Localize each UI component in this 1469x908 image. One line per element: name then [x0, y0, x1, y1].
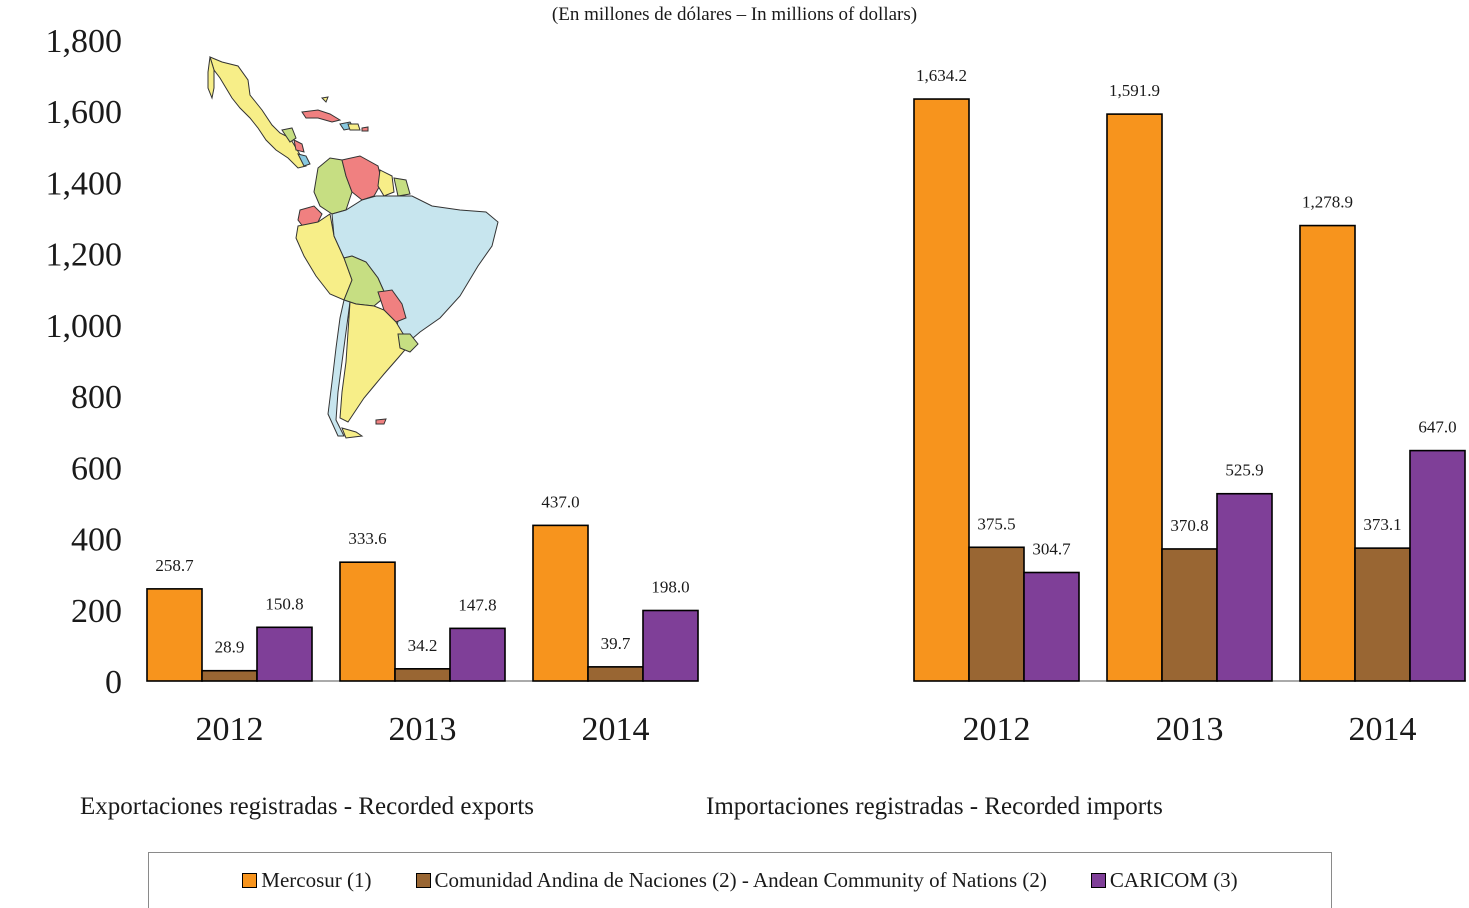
legend-label-caricom: CARICOM (3)	[1109, 868, 1238, 892]
imports-bar-caricom-2013	[1216, 492, 1273, 682]
imports-data-label-andean-2013: 370.8	[1170, 516, 1208, 535]
imports-data-label-caricom-2014: 647.0	[1418, 418, 1456, 437]
y-tick-label: 1,000	[46, 308, 123, 345]
exports-data-label-caricom-2013: 147.8	[458, 595, 496, 614]
imports-data-label-andean-2012: 375.5	[977, 514, 1015, 533]
imports-data-label-mercosur-2014: 1,278.9	[1302, 193, 1353, 212]
exports-data-label-andean-2012: 28.9	[215, 638, 245, 657]
imports-panel-label: Importaciones registradas - Recorded imp…	[706, 793, 1163, 820]
exports-bar-mercosur-2012	[146, 588, 203, 682]
imports-bar-mercosur-2012	[913, 98, 970, 682]
exports-x-tick-label: 2012	[196, 711, 264, 748]
imports-bar-caricom-2014	[1409, 449, 1466, 682]
imports-bar-caricom-2012	[1023, 571, 1080, 682]
imports-data-label-caricom-2013: 525.9	[1225, 461, 1263, 480]
legend-label-mercosur: Mercosur (1)	[261, 868, 372, 892]
exports-data-label-caricom-2012: 150.8	[265, 594, 303, 613]
exports-bar-caricom-2013	[449, 627, 506, 682]
exports-bar-caricom-2014	[642, 609, 699, 682]
legend-item-andean-community: Comunidad Andina de Naciones (2) - Andea…	[415, 868, 1047, 893]
imports-bar-andean-2013	[1161, 548, 1218, 682]
exports-panel-label: Exportaciones registradas - Recorded exp…	[80, 793, 535, 820]
y-tick-label: 600	[71, 450, 122, 487]
exports-data-label-mercosur-2014: 437.0	[541, 492, 579, 511]
exports-bar-andean-2013	[394, 668, 451, 682]
legend-label-andean-community: Comunidad Andina de Naciones (2) - Andea…	[434, 868, 1047, 892]
y-tick-label: 1,800	[46, 23, 123, 60]
imports-bar-andean-2012	[968, 546, 1025, 682]
imports-x-tick-label: 2013	[1156, 711, 1224, 748]
chart-subtitle: (En millones de dólares – In millions of…	[551, 4, 918, 25]
exports-data-label-andean-2013: 34.2	[408, 636, 438, 655]
imports-data-label-mercosur-2013: 1,591.9	[1109, 81, 1160, 100]
exports-bar-mercosur-2013	[339, 561, 396, 682]
exports-bar-caricom-2012	[256, 626, 313, 682]
legend: Mercosur (1) Comunidad Andina de Nacione…	[148, 852, 1332, 908]
y-tick-label: 200	[71, 593, 122, 630]
exports-data-label-mercosur-2013: 333.6	[348, 529, 386, 548]
imports-x-tick-label: 2012	[963, 711, 1031, 748]
y-tick-label: 1,400	[46, 165, 123, 202]
exports-x-tick-label: 2013	[389, 711, 457, 748]
imports-data-label-andean-2014: 373.1	[1363, 515, 1401, 534]
legend-swatch-caricom	[1090, 873, 1106, 888]
imports-data-label-mercosur-2012: 1,634.2	[916, 66, 967, 85]
y-tick-label: 400	[71, 522, 122, 559]
legend-item-caricom: CARICOM (3)	[1090, 868, 1238, 893]
imports-x-tick-label: 2014	[1349, 711, 1417, 748]
legend-swatch-mercosur	[242, 873, 258, 888]
imports-bar-mercosur-2013	[1106, 113, 1163, 682]
imports-data-label-caricom-2012: 304.7	[1032, 539, 1071, 558]
bar-chart: 0 200 400 600 800 1,000 1,200 1,400 1,600 1,800 25…	[46, 23, 1466, 748]
exports-data-label-andean-2014: 39.7	[601, 634, 631, 653]
legend-item-mercosur: Mercosur (1)	[242, 868, 372, 893]
exports-bar-andean-2012	[201, 669, 258, 682]
y-tick-label: 800	[71, 379, 122, 416]
exports-data-label-mercosur-2012: 258.7	[155, 556, 194, 575]
imports-bar-mercosur-2014	[1299, 224, 1356, 682]
y-tick-label: 1,600	[46, 94, 123, 131]
imports-bar-andean-2014	[1354, 547, 1411, 682]
legend-swatch-andean-community	[415, 873, 431, 888]
latin-america-map-illustration	[207, 56, 499, 439]
y-tick-label: 1,200	[46, 237, 123, 274]
y-tick-label: 0	[105, 664, 122, 701]
exports-x-tick-label: 2014	[582, 711, 650, 748]
exports-bar-andean-2014	[587, 666, 644, 682]
exports-data-label-caricom-2014: 198.0	[651, 577, 689, 596]
exports-bar-mercosur-2014	[532, 524, 589, 682]
